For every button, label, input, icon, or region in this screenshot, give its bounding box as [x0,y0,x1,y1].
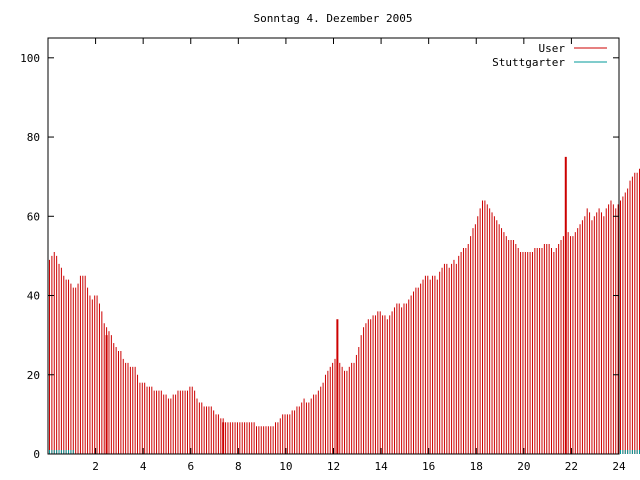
highlight-bars [105,156,567,454]
x-axis: 2 4 6 8 10 12 14 16 18 20 22 24 [92,38,626,473]
y-tick-label: 100 [20,52,40,65]
x-tick-label: 8 [235,460,242,473]
y-tick-label: 40 [27,290,40,303]
y-tick-label: 0 [33,448,40,461]
y-axis: 0 20 40 60 80 100 [20,52,619,461]
y-tick-label: 20 [27,369,40,382]
x-tick-label: 22 [565,460,578,473]
x-tick-label: 20 [517,460,530,473]
legend-label-user: User [539,42,566,55]
y-tick-label: 60 [27,210,40,223]
x-tick-label: 18 [470,460,483,473]
x-tick-label: 24 [612,460,626,473]
x-tick-label: 4 [140,460,147,473]
x-tick-label: 2 [92,460,99,473]
legend: User Stuttgarter [492,42,607,69]
chart-title: Sonntag 4. Dezember 2005 [254,12,413,25]
y-tick-label: 80 [27,131,40,144]
x-tick-label: 10 [279,460,292,473]
series-stuttgarter-bars [49,450,640,454]
x-tick-label: 12 [327,460,340,473]
x-tick-label: 14 [374,460,388,473]
x-tick-label: 6 [187,460,194,473]
x-tick-label: 16 [422,460,435,473]
legend-label-stuttgarter: Stuttgarter [492,56,565,69]
